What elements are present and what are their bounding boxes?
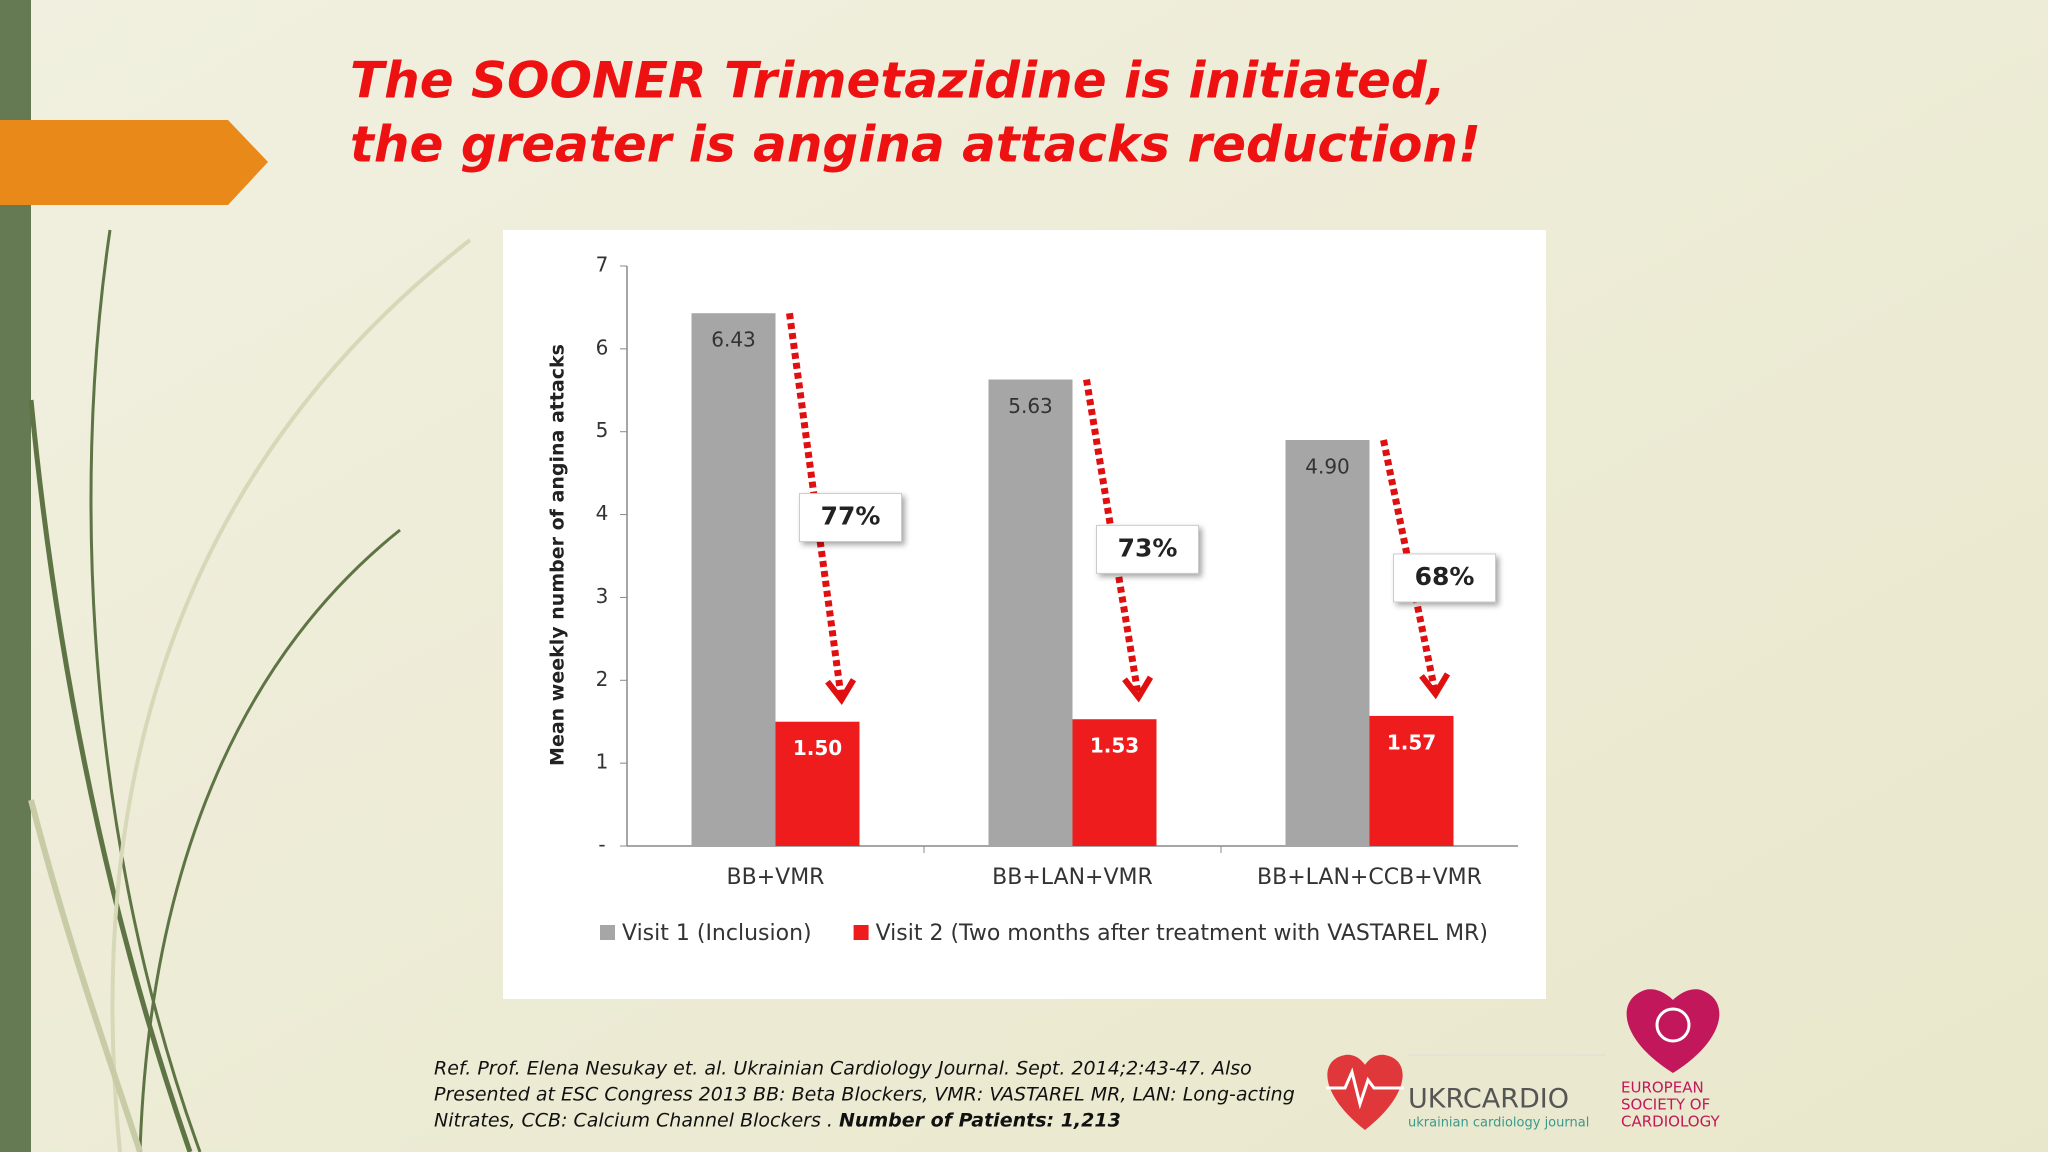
arrow-head [1419,672,1451,700]
bar [1285,440,1370,846]
annotation: 77% [821,501,881,530]
legend-label: Visit 1 (Inclusion) [622,921,812,946]
value-label: 6.43 [711,328,756,352]
orange-arrow [0,120,268,205]
value-label: 1.57 [1387,730,1436,754]
logo-subtitle: ukrainian cardiology journal [1408,1116,1589,1131]
ukrcardio-logo [1326,1054,1606,1130]
reference-line: Nitrates, CCB: Calcium Channel Blockers … [434,1110,833,1132]
y-tick-label: 3 [596,584,609,608]
value-label: 1.50 [793,736,842,760]
bar [988,379,1073,846]
annotation-box [799,492,902,542]
legend-label: Visit 2 (Two months after treatment with… [876,921,1488,946]
y-tick-label: 6 [596,335,609,359]
y-tick-label: - [598,833,605,857]
title-line: the greater is angina attacks reduction! [350,116,1481,174]
y-tick-label: 2 [596,667,609,691]
annotation-box [1096,524,1199,574]
chart: - 1 2 3 4 5 6 7 Mean weekly number of angina att… [547,253,1518,946]
esc-logo [1626,989,1720,1073]
x-tick-label: BB+VMR [727,865,825,890]
reference-line: Presented at ESC Congress 2013 BB: Beta … [434,1084,1295,1106]
logo-line: EUROPEAN [1621,1079,1704,1097]
logo-line: SOCIETY OF [1621,1096,1710,1114]
logo-name: UKRCARDIO [1408,1084,1569,1115]
annotation: 68% [1415,562,1475,591]
bar [1072,719,1157,846]
reduction-arrow [1380,439,1439,695]
footer: Ref. Prof. Elena Nesukay et. al. Ukraini… [434,1058,1720,1132]
x-tick-label: BB+LAN+CCB+VMR [1257,865,1482,890]
bar [775,721,860,846]
value-label: 1.53 [1090,734,1139,758]
decor-curves [28,229,472,1153]
legend-swatch [600,925,615,940]
title-line: The SOONER Trimetazidine is initiated, [350,52,1446,110]
legend-swatch [853,925,869,940]
logo-line: CARDIOLOGY [1621,1113,1720,1131]
bar [1369,715,1454,846]
y-tick-label: 7 [596,253,609,277]
annotation-box [1393,553,1496,603]
arrow-head [1122,675,1154,703]
value-label: 4.90 [1305,455,1350,479]
y-axis-label: Mean weekly number of angina attacks [547,344,569,766]
bar [691,313,776,846]
value-label: 5.63 [1008,394,1053,418]
reference-line: Ref. Prof. Elena Nesukay et. al. Ukraini… [434,1058,1252,1080]
y-tick-label: 4 [596,501,609,525]
annotation: 73% [1118,533,1178,562]
arrow-head [825,678,857,706]
y-tick-label: 1 [596,750,609,774]
x-tick-label: BB+LAN+VMR [992,865,1153,890]
reference-bold: Number of Patients: 1,213 [839,1110,1121,1132]
y-tick-label: 5 [596,418,609,442]
